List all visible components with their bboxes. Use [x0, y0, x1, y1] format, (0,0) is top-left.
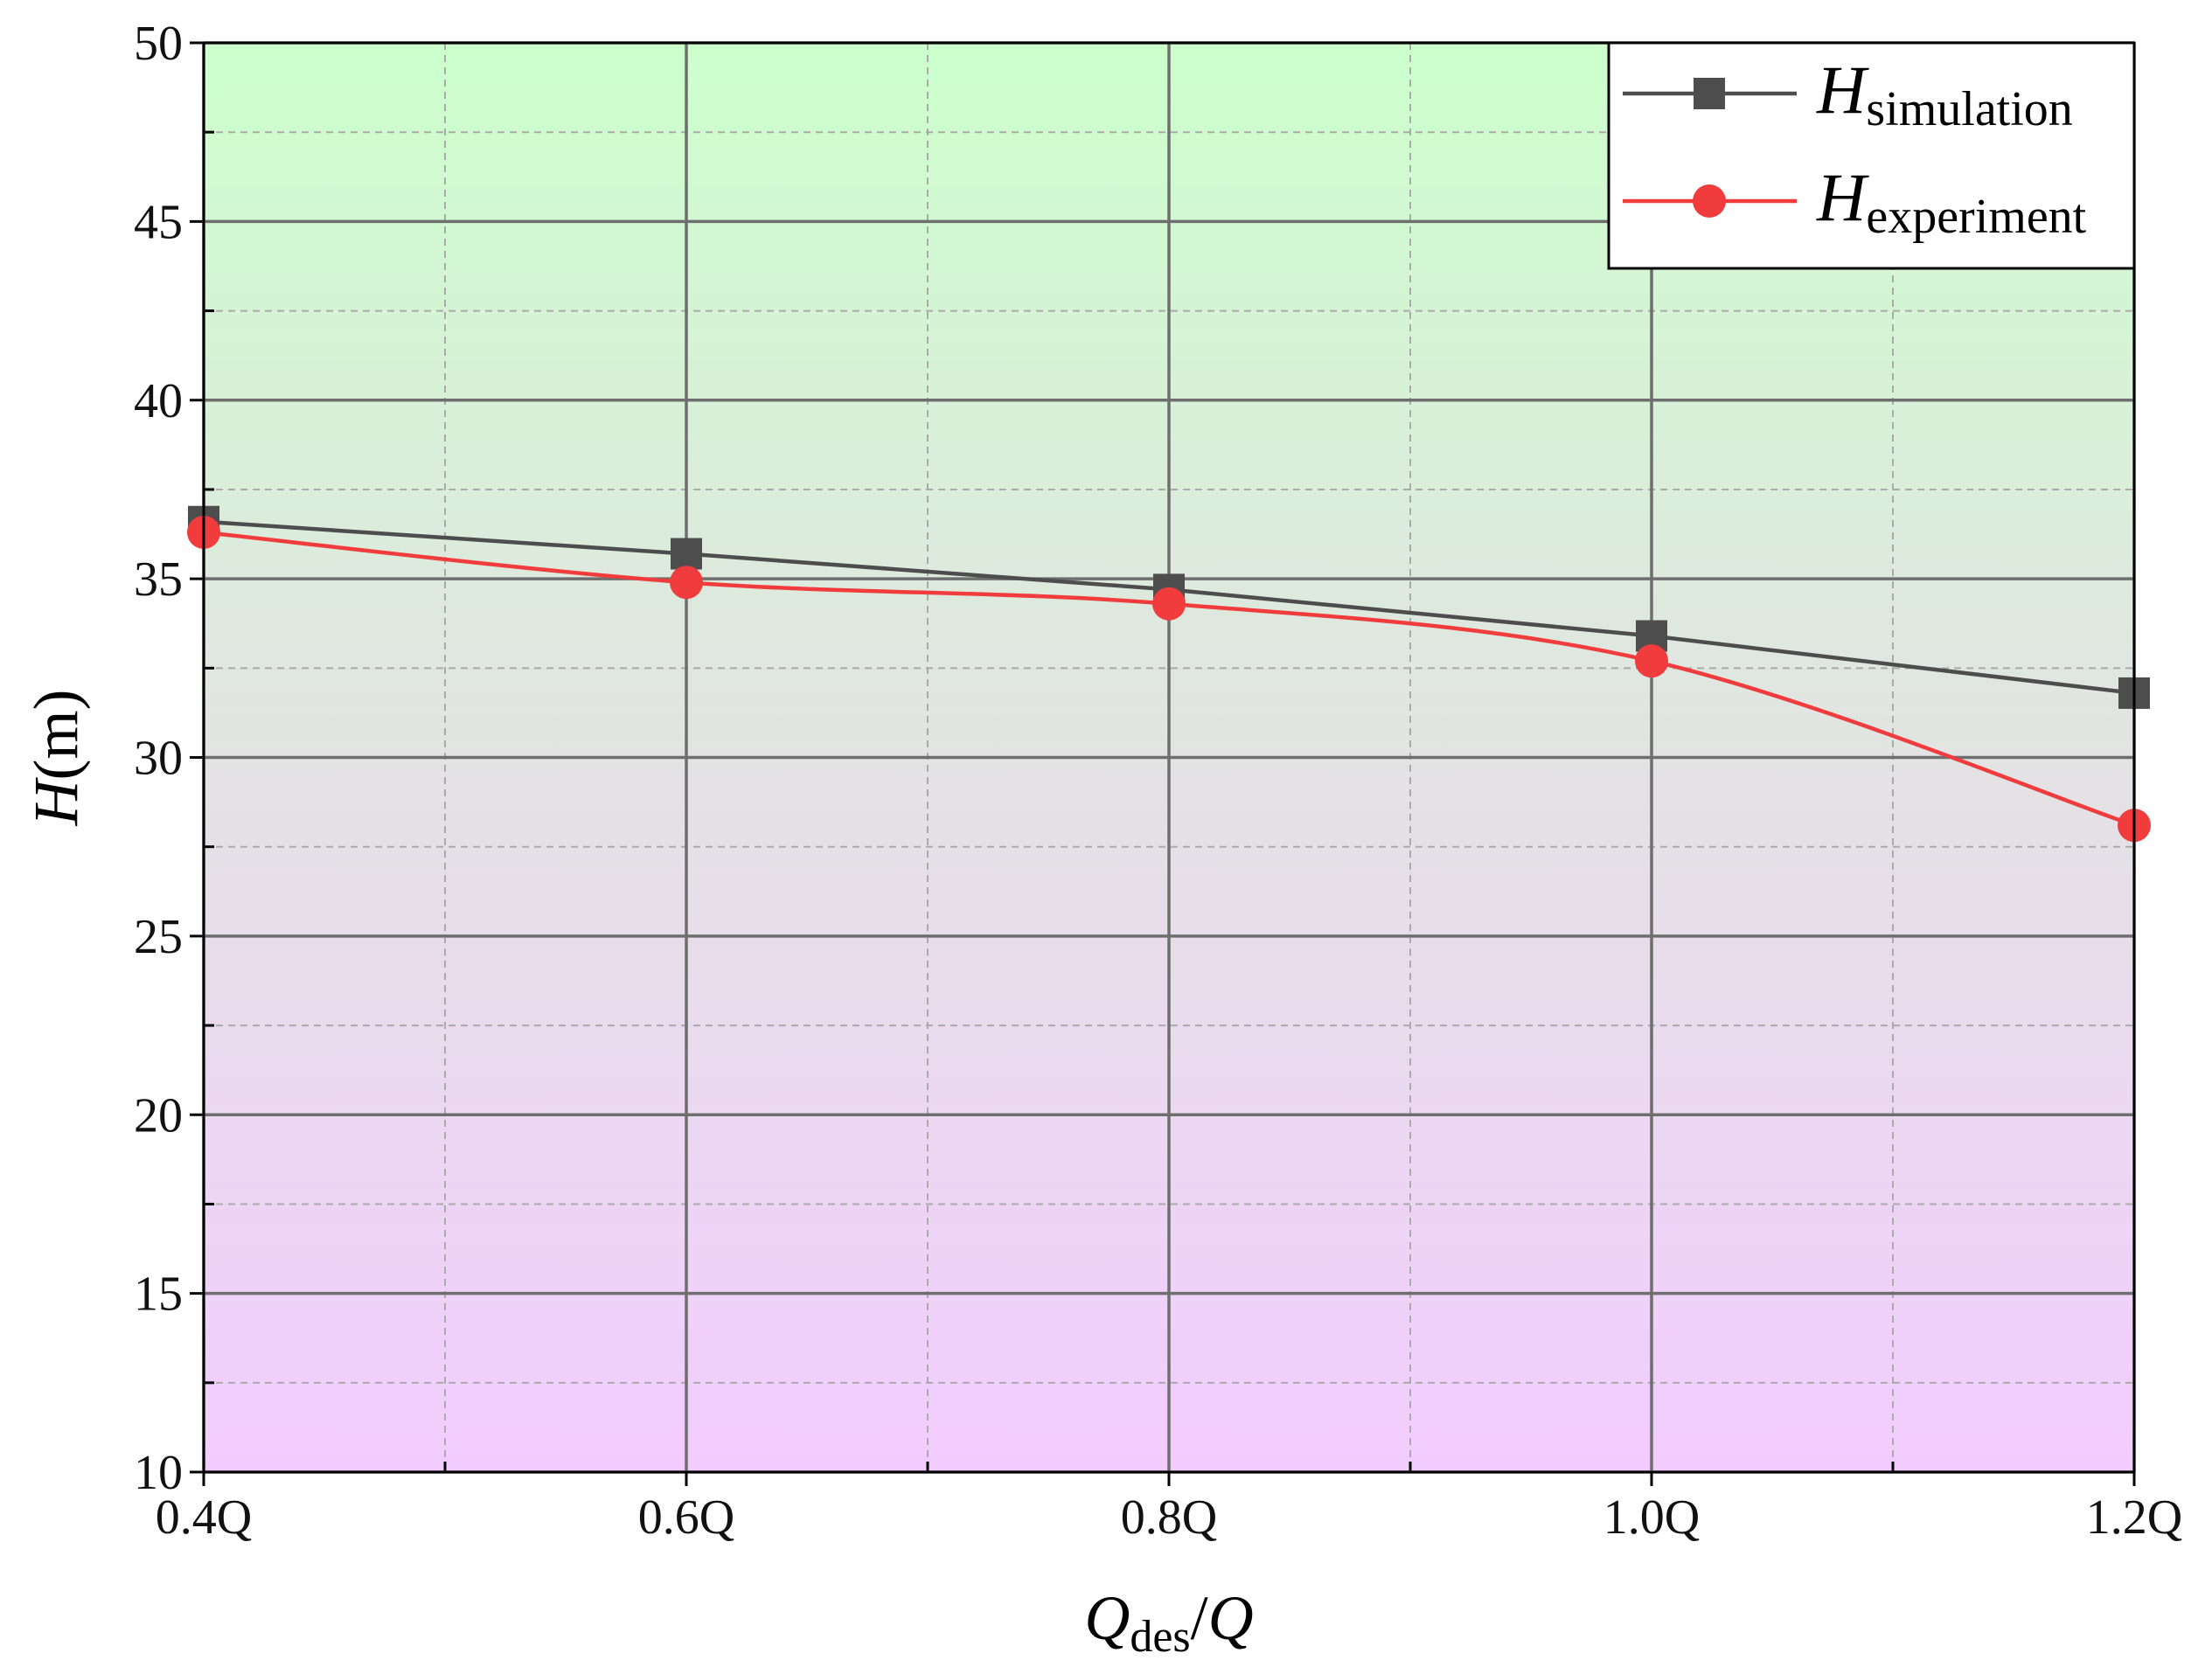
legend-marker: [1694, 78, 1725, 109]
y-tick-label: 35: [134, 552, 183, 607]
legend-label: Hsimulation: [1816, 52, 2073, 136]
y-tick-label: 15: [134, 1268, 183, 1322]
y-tick-label: 10: [134, 1446, 183, 1500]
x-tick-label: 0.6Q: [638, 1490, 734, 1545]
x-tick-label: 1.2Q: [2086, 1490, 2182, 1545]
y-axis-label-part: H: [21, 776, 91, 826]
x-axis-label-part: Q: [1208, 1583, 1254, 1653]
x-axis-label-part: Q: [1084, 1583, 1130, 1653]
legend-label: Hexperiment: [1816, 159, 2087, 244]
plot-frame: [202, 41, 2136, 1474]
marker-circle: [1635, 644, 1668, 678]
y-tick-label: 20: [134, 1088, 183, 1143]
x-axis-label-part: /: [1191, 1583, 1208, 1653]
legend: Hsimulation Hexperiment: [1607, 41, 2136, 270]
marker-circle: [1152, 587, 1186, 621]
y-tick-label: 25: [134, 910, 183, 964]
y-tick-label: 50: [134, 17, 183, 71]
x-tick-label: 0.4Q: [156, 1490, 252, 1545]
marks: [187, 505, 2151, 843]
y-axis-label: H(m): [21, 690, 91, 827]
y-tick-label: 40: [134, 374, 183, 428]
legend-marker: [1693, 184, 1726, 218]
labels: 10 15 20 25 30 35 40 45 50 0.4Q 0.6Q 0.8Q 1.0Q 1.2Q Qd…: [21, 17, 2182, 1660]
y-tick-label: 30: [134, 732, 183, 786]
x-axis-label: Qdes/Q: [1084, 1583, 1253, 1660]
x-tick-label: 1.0Q: [1603, 1490, 1700, 1545]
y-tick-label: 45: [134, 195, 183, 249]
marker-square: [671, 538, 702, 570]
x-tick-label: 0.8Q: [1121, 1490, 1217, 1545]
y-axis-label-part: (m): [21, 690, 91, 781]
x-axis-label-part: des: [1130, 1612, 1190, 1660]
marker-circle: [670, 566, 703, 600]
